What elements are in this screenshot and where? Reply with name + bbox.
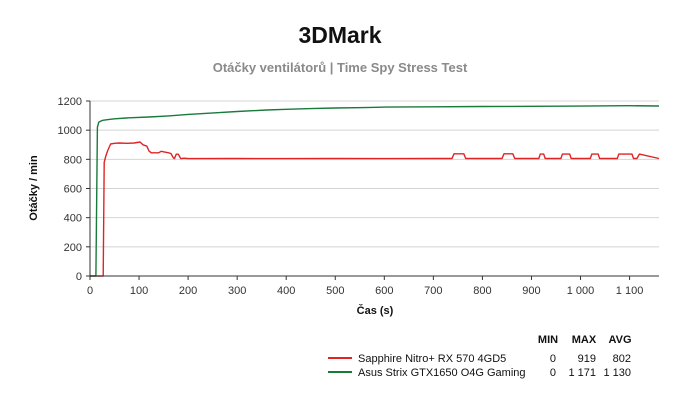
legend-series-name-2: Asus Strix GTX1650 O4G Gaming: [358, 367, 526, 379]
legend-header-max: MAX: [572, 334, 597, 346]
y-tick-label: 200: [64, 242, 82, 254]
axes-layer: 0 200 400 600 800 1000 1200 0 100 200 300 400 500 600…: [58, 96, 659, 297]
y-tick-label: 600: [64, 184, 82, 196]
series-layer: [90, 105, 660, 277]
series-line-2: [90, 105, 660, 277]
y-tick-label: 0: [76, 271, 82, 283]
legend-max-value-1: 919: [578, 353, 596, 365]
series-line-1: [90, 141, 660, 277]
legend-min-value-1: 0: [550, 353, 556, 365]
x-tick-label: 500: [326, 285, 344, 297]
legend-avg-value-2: 1 130: [603, 367, 631, 379]
chart-title: 3DMark: [298, 22, 382, 48]
x-tick-label: 0: [87, 285, 93, 297]
y-axis-title: Otáčky / min: [28, 155, 40, 221]
legend-header-avg: AVG: [608, 334, 631, 346]
x-tick-label: 400: [277, 285, 295, 297]
x-tick-label: 1 100: [616, 285, 644, 297]
y-tick-label: 1200: [58, 96, 82, 108]
x-tick-label: 600: [375, 285, 393, 297]
x-tick-label: 700: [424, 285, 442, 297]
y-tick-label: 800: [64, 154, 82, 166]
legend-max-value-2: 1 171: [568, 367, 596, 379]
y-tick-label: 400: [64, 213, 82, 225]
x-tick-label: 1 000: [567, 285, 595, 297]
x-tick-label: 200: [179, 285, 197, 297]
legend-series-name-1: Sapphire Nitro+ RX 570 4GD5: [358, 353, 506, 365]
x-tick-label: 800: [473, 285, 491, 297]
x-tick-label: 100: [130, 285, 148, 297]
x-tick-label: 300: [228, 285, 246, 297]
x-axis-title: Čas (s): [357, 304, 394, 317]
chart-subtitle: Otáčky ventilátorů | Time Spy Stress Tes…: [212, 60, 468, 75]
legend-header-min: MIN: [538, 334, 558, 346]
legend-avg-value-1: 802: [613, 353, 631, 365]
grid-layer: [90, 100, 659, 248]
legend: MIN MAX AVG Sapphire Nitro+ RX 570 4GD5 0 919…: [328, 334, 632, 379]
legend-min-value-2: 0: [550, 367, 556, 379]
y-tick-label: 1000: [58, 125, 82, 137]
x-tick-label: 900: [522, 285, 540, 297]
